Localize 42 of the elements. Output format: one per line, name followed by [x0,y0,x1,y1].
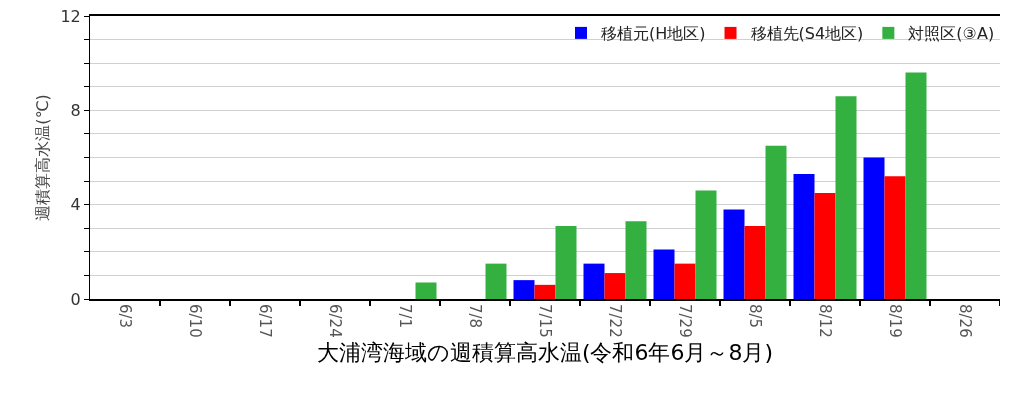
bar [674,263,696,299]
bar [793,174,815,299]
x-tick-label: 7/1 [396,304,415,329]
bar [583,263,605,299]
bar [415,282,437,299]
bar [744,225,766,299]
bar [604,273,626,299]
x-tick-label: 7/8 [466,304,485,329]
legend-label: 移植元(H地区) [601,24,706,44]
x-tick-label: 8/12 [816,304,835,338]
bar [513,280,535,299]
bar [485,263,507,299]
x-tick-label: 6/3 [116,304,135,329]
bar [723,209,745,299]
bar [884,176,906,299]
x-tick-label: 8/19 [886,304,905,338]
x-tick-label: 6/10 [186,304,205,338]
x-axis-title: 大浦湾海域の週積算高水温(令和6年6月～8月) [316,340,774,366]
bar [625,221,647,299]
y-tick-label: 8 [70,100,81,120]
bar [814,192,836,299]
y-axis-title: 週積算高水温(℃) [33,94,52,221]
bar [835,96,857,299]
bar [555,225,577,299]
bar [905,72,927,299]
x-tick-label: 7/29 [676,304,695,338]
bar [863,157,885,299]
bar [695,190,717,299]
legend-label: 対照区(③A) [908,24,995,44]
bar [534,284,556,299]
bar [765,145,787,299]
y-tick-label: 0 [70,289,81,309]
x-tick-label: 7/22 [606,304,625,338]
legend-label: 移植先(S4地区) [750,24,864,44]
x-tick-label: 6/17 [256,304,275,338]
x-tick-label: 6/24 [326,304,345,338]
bar [653,249,675,299]
x-tick-label: 8/26 [956,304,975,338]
y-tick-label: 4 [70,195,81,215]
y-tick-label: 12 [60,6,81,26]
x-tick-label: 8/5 [746,304,765,329]
x-tick-label: 7/15 [536,304,555,338]
